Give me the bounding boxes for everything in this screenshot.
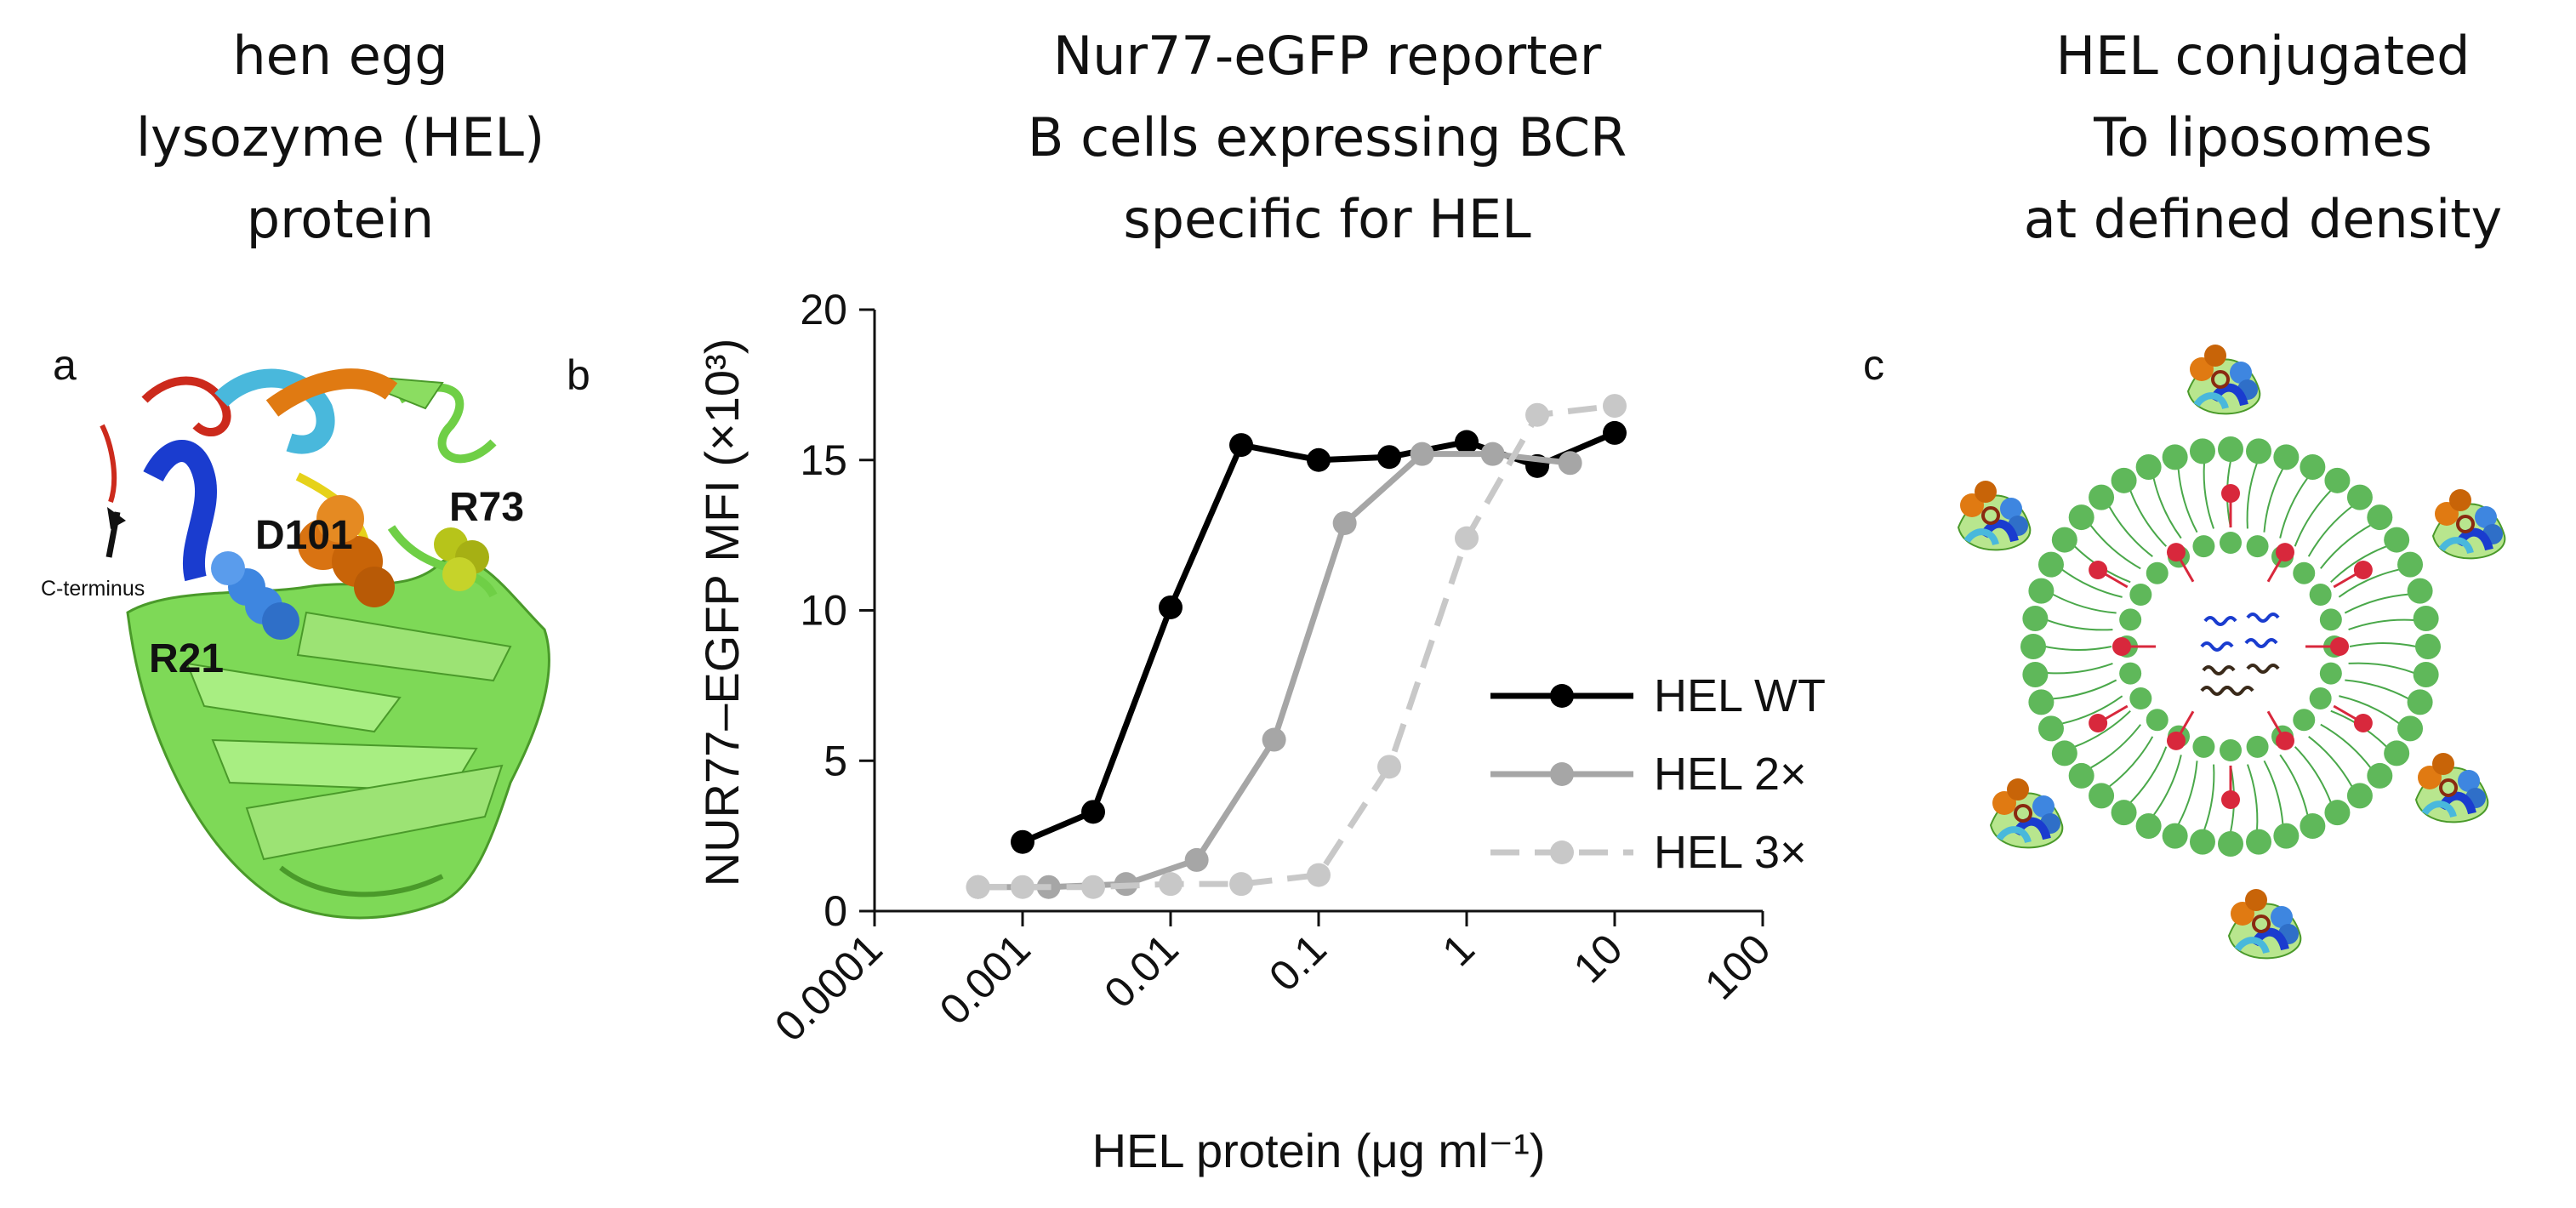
heading-left-line: protein xyxy=(246,188,435,250)
legend-label: HEL WT xyxy=(1654,670,1826,721)
data-point xyxy=(1377,755,1402,779)
y-tick-label: 20 xyxy=(800,286,847,333)
data-point xyxy=(1332,510,1357,535)
legend-label: HEL 2× xyxy=(1654,749,1807,800)
data-point xyxy=(1159,872,1183,897)
legend-entry: HEL 3× xyxy=(1490,827,1807,878)
data-point xyxy=(1184,847,1209,872)
x-tick-label: 100 xyxy=(1695,925,1780,1009)
data-point xyxy=(1525,402,1550,427)
x-tick-label: 10 xyxy=(1564,925,1632,992)
panel-letter-b: b xyxy=(567,351,590,399)
heading-center-line: specific for HEL xyxy=(1123,188,1531,250)
data-point xyxy=(1011,829,1034,854)
chart-series xyxy=(966,394,1627,899)
heading-left: hen egg lysozyme (HEL) protein xyxy=(77,15,604,260)
heading-center: Nur77-eGFP reporter B cells expressing B… xyxy=(978,15,1676,260)
data-point xyxy=(1081,800,1106,824)
data-point xyxy=(1410,442,1434,466)
series-3 xyxy=(966,394,1627,899)
data-point xyxy=(1455,430,1479,454)
chart-legend: HEL WT HEL 2× HEL 3× xyxy=(1490,670,1826,878)
data-point xyxy=(1307,863,1331,887)
series-line xyxy=(977,402,1616,891)
heading-center-line: B cells expressing BCR xyxy=(1027,106,1627,168)
x-tick-label: 0.1 xyxy=(1260,925,1336,1000)
heading-right-line: To liposomes xyxy=(2094,106,2432,168)
data-point xyxy=(1558,451,1582,476)
data-point xyxy=(1377,445,1402,470)
legend-entry: HEL 2× xyxy=(1490,749,1807,800)
data-point xyxy=(1603,394,1627,419)
data-point xyxy=(1081,875,1106,899)
heading-right-line: at defined density xyxy=(2023,188,2503,250)
heading-center-line: Nur77-eGFP reporter xyxy=(1052,25,1602,87)
series-2 xyxy=(966,442,1582,899)
data-point xyxy=(966,875,990,899)
data-point xyxy=(1011,875,1034,899)
data-point xyxy=(1603,420,1627,445)
heading-right: HEL conjugated To liposomes at defined d… xyxy=(1957,15,2569,260)
series-line xyxy=(1021,430,1616,845)
legend-marker xyxy=(1550,840,1574,864)
y-tick-label: 15 xyxy=(800,436,847,484)
data-point xyxy=(1229,433,1254,458)
data-point xyxy=(1307,447,1331,472)
x-tick-label: 0.001 xyxy=(931,925,1040,1034)
y-tick-label: 10 xyxy=(800,587,847,635)
heading-left-line: hen egg xyxy=(232,25,448,87)
chart-axes: 0.0001 0.001 0.01 0.1 1 10 100 0 5 10 15 20 xyxy=(766,286,1780,1051)
data-point xyxy=(1262,727,1286,752)
legend-marker xyxy=(1550,684,1574,708)
data-point xyxy=(1455,526,1479,550)
y-tick-label: 5 xyxy=(824,737,847,784)
panel-letter-c: c xyxy=(1863,341,1884,389)
x-tick-label: 1 xyxy=(1433,925,1484,975)
x-tick-label: 0.0001 xyxy=(766,925,892,1051)
data-point xyxy=(1480,442,1505,466)
panel-letter-a: a xyxy=(53,341,77,389)
x-tick-label: 0.01 xyxy=(1095,925,1187,1017)
data-point xyxy=(1159,595,1183,619)
y-axis-label: NUR77–EGFP MFI (×10³) xyxy=(695,339,749,887)
y-tick-label: 0 xyxy=(824,887,847,935)
series-1 xyxy=(1011,420,1627,854)
legend-entry: HEL WT xyxy=(1490,670,1826,721)
legend-marker xyxy=(1550,762,1574,786)
heading-right-line: HEL conjugated xyxy=(2055,25,2471,87)
data-point xyxy=(1229,872,1254,897)
legend-label: HEL 3× xyxy=(1654,827,1807,878)
heading-left-line: lysozyme (HEL) xyxy=(135,106,545,168)
x-axis-label: HEL protein (μg ml⁻¹) xyxy=(1092,1124,1546,1177)
